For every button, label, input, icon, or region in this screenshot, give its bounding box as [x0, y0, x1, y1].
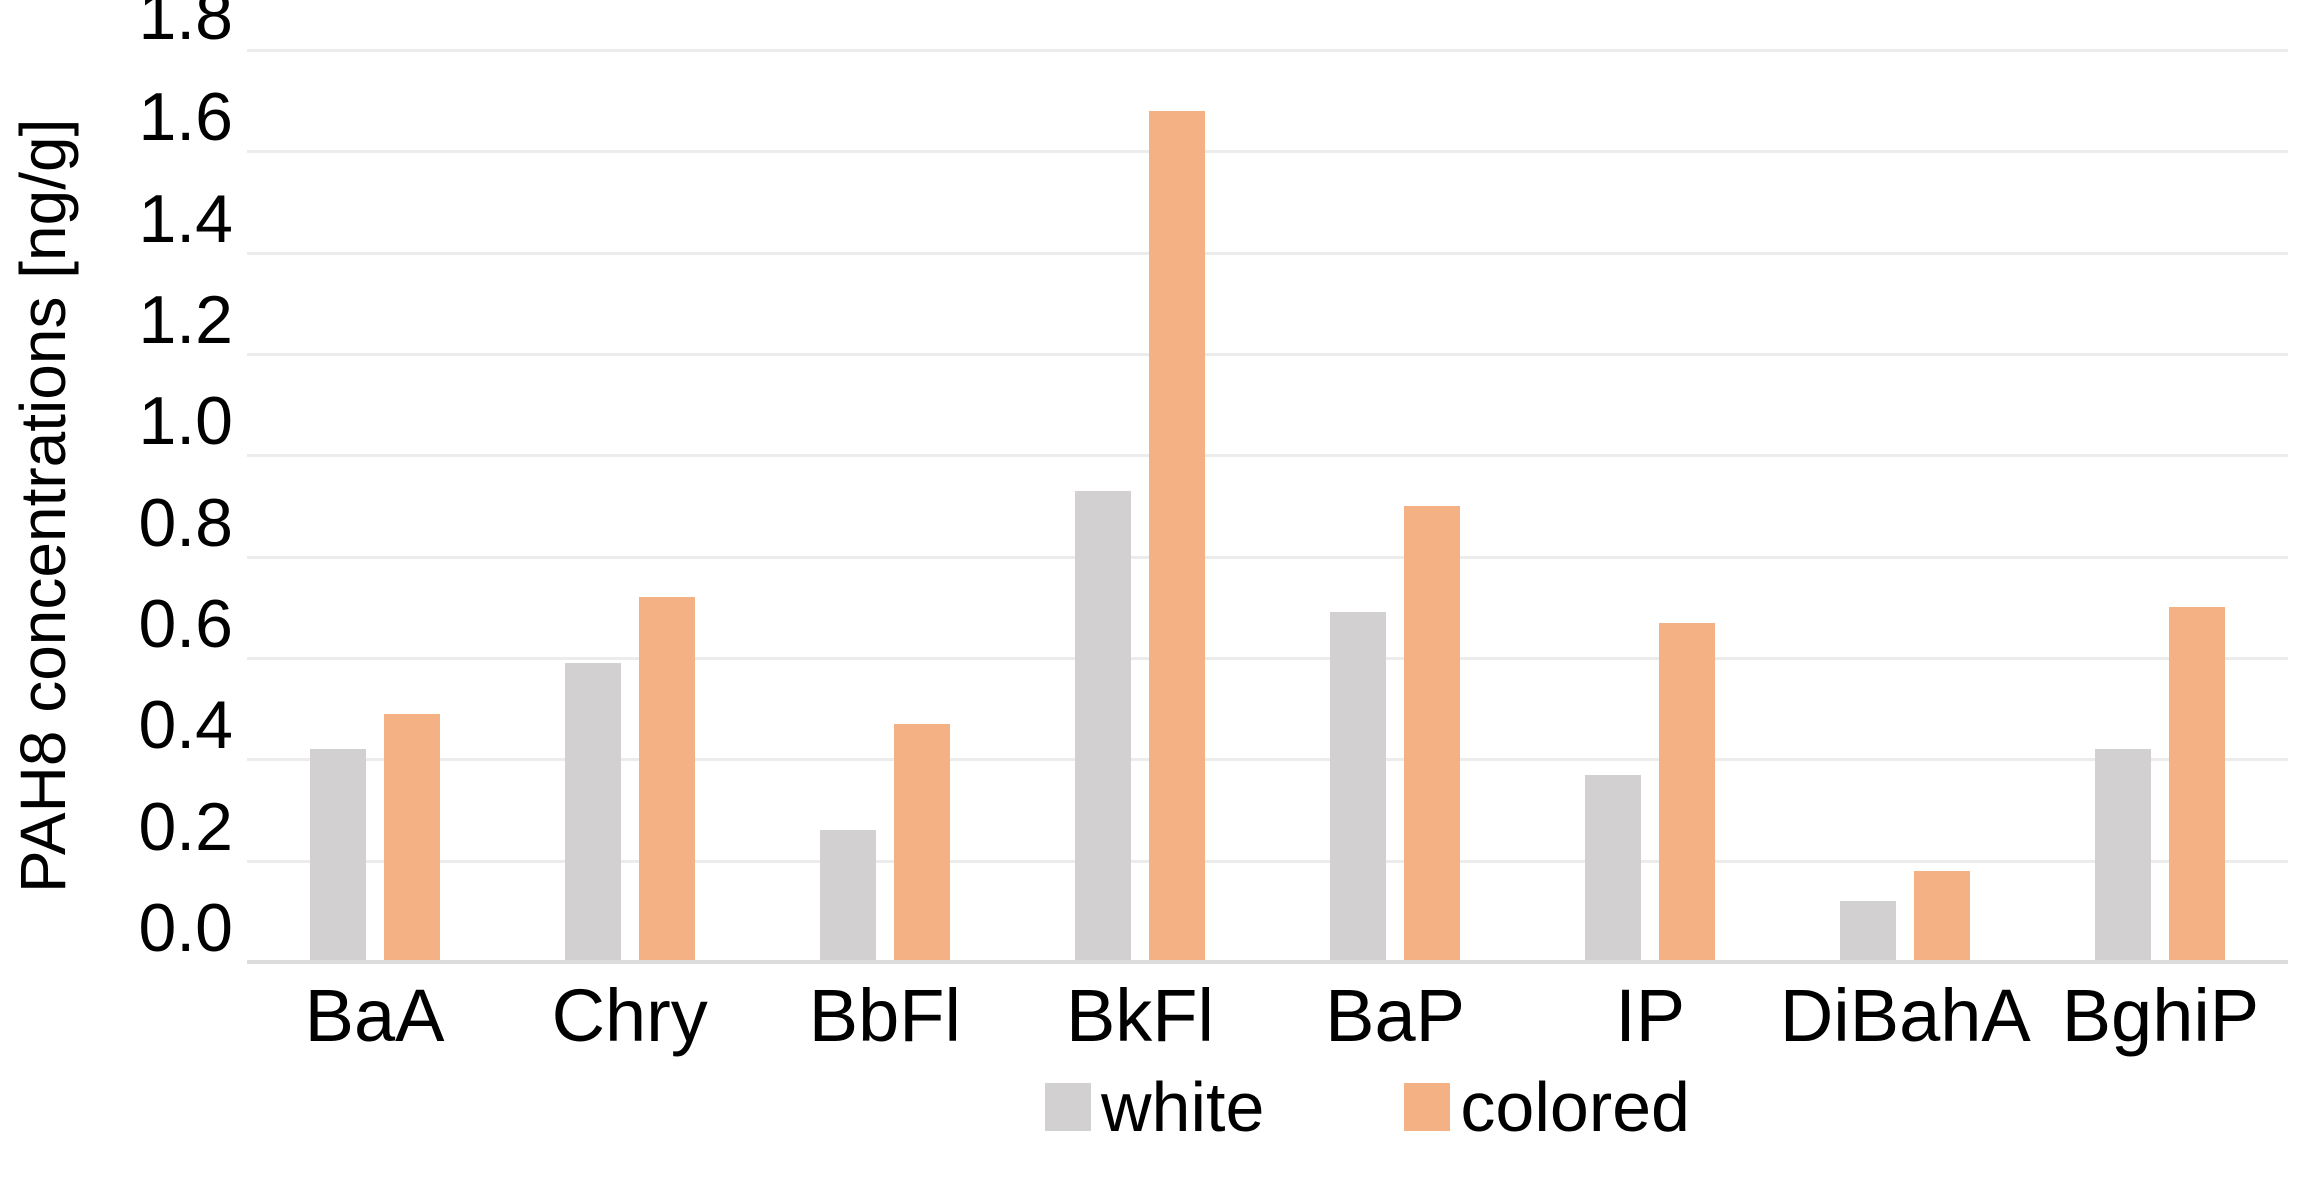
bar-colored-DiBahA [1914, 870, 1971, 962]
legend-label: colored [1460, 1068, 1690, 1146]
y-axis-tick-labels: 0.0 0.2 0.4 0.6 0.8 1.0 1.2 1.4 1.6 1.8 [0, 0, 233, 966]
plot-area [247, 49, 2288, 964]
gridline [247, 555, 2288, 559]
bar-group-BaA [247, 50, 502, 962]
bar-colored-BbFl [893, 723, 950, 962]
gridline [247, 758, 2288, 762]
gridline [247, 251, 2288, 255]
x-tick-label: BbFl [808, 974, 961, 1057]
bar-white-BaP [1330, 612, 1387, 962]
bar-group-BkFl [1012, 50, 1267, 962]
x-tick-label: BaP [1325, 974, 1465, 1057]
bar-white-BaA [309, 749, 366, 962]
bar-colored-BkFl [1148, 110, 1205, 962]
bar-group-DiBahA [1778, 50, 2033, 962]
y-tick-label: 0.8 [138, 484, 233, 561]
gridline [247, 454, 2288, 458]
bar-group-BbFl [757, 50, 1012, 962]
x-axis-tick-labels: BaA Chry BbFl BkFl BaP IP DiBahA BghiP [247, 974, 2288, 1057]
bar-white-BbFl [819, 830, 876, 962]
gridline [247, 49, 2288, 52]
x-tick-label: BkFl [1065, 974, 1214, 1057]
bar-group-IP [1523, 50, 1778, 962]
bar-colored-BaA [383, 713, 440, 962]
bar-white-IP [1585, 774, 1642, 962]
bar-colored-IP [1659, 622, 1716, 962]
y-tick-label: 1.8 [138, 0, 233, 54]
bar-white-BkFl [1074, 490, 1131, 962]
x-tick-label: DiBahA [1779, 974, 2031, 1057]
gridline [247, 657, 2288, 660]
bar-white-Chry [564, 663, 621, 962]
x-tick-label: Chry [551, 974, 708, 1057]
y-tick-label: 0.2 [138, 788, 233, 865]
bar-group-BghiP [2033, 50, 2288, 962]
bar-group-Chry [502, 50, 757, 962]
x-tick-label: BaA [304, 974, 445, 1057]
bar-white-DiBahA [1840, 901, 1897, 962]
gridline [247, 353, 2288, 356]
bar-colored-Chry [638, 597, 695, 962]
y-tick-label: 0.0 [138, 890, 233, 966]
bar-colored-BaP [1404, 506, 1461, 962]
bar-group-BaP [1268, 50, 1523, 962]
y-tick-label: 1.0 [138, 383, 233, 460]
y-tick-label: 1.4 [138, 180, 233, 257]
legend: white colored [247, 1072, 2288, 1142]
bars-layer [247, 50, 2288, 962]
legend-label: white [1100, 1068, 1265, 1146]
bar-colored-BghiP [2169, 607, 2226, 962]
bar-white-BghiP [2095, 749, 2152, 962]
gridline [247, 150, 2288, 154]
x-tick-label: BghiP [2061, 974, 2260, 1057]
legend-swatch-white [1044, 1083, 1091, 1131]
gridline [247, 960, 2288, 964]
gridline [247, 859, 2288, 863]
legend-item-white: white [1044, 1068, 1265, 1146]
y-tick-label: 0.4 [138, 687, 233, 764]
legend-item-colored: colored [1404, 1072, 1690, 1142]
y-tick-label: 1.6 [138, 79, 233, 156]
y-tick-label: 0.6 [138, 586, 233, 662]
legend-swatch-colored [1404, 1083, 1451, 1131]
y-tick-label: 1.2 [138, 282, 233, 358]
x-tick-label: IP [1615, 974, 1686, 1057]
